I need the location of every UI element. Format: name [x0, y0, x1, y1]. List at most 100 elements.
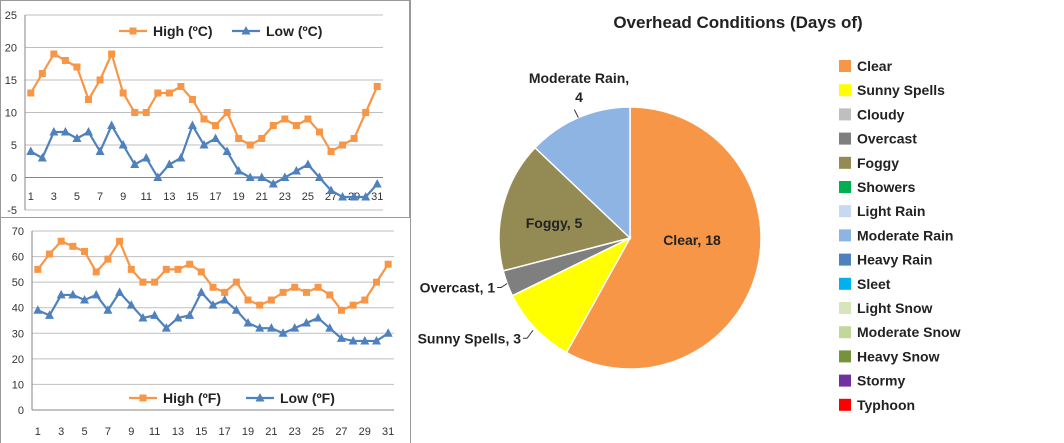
series-1-point	[196, 287, 206, 296]
y-tick-label: 20	[12, 354, 24, 366]
series-0-point	[197, 268, 205, 276]
x-tick-label: 27	[335, 426, 347, 438]
legend-0-marker	[129, 27, 137, 35]
pie-slice-sunny-spells	[511, 236, 632, 354]
series-1-point	[255, 323, 265, 332]
celsius-chart-svg: -50510152025135791113151719212325272931H…	[5, 10, 384, 217]
x-tick-label: 25	[302, 191, 314, 203]
x-tick-label: 1	[35, 426, 41, 438]
legend-swatch	[839, 60, 851, 72]
series-0-point	[50, 50, 58, 58]
x-tick-label: 31	[371, 191, 383, 203]
series-1-point	[141, 153, 151, 162]
series-0-point	[151, 278, 159, 286]
series-0-point	[246, 141, 254, 149]
legend-1-marker	[241, 26, 251, 35]
series-0-point	[131, 109, 139, 116]
series-0-point	[327, 148, 335, 155]
series-0-point	[139, 278, 147, 286]
series-0-line	[36, 240, 390, 312]
x-tick-label: 17	[219, 426, 231, 438]
series-0-point	[186, 260, 194, 268]
series-0-point	[256, 301, 264, 309]
overhead-conditions-pie-chart: Overhead Conditions (Days of) Clear, 18 Fo…	[410, 0, 1064, 443]
legend-entry: Moderate Snow	[839, 324, 961, 340]
pie-label-clear: Clear, 18	[663, 232, 721, 248]
series-0-point	[292, 122, 300, 129]
x-tick-label: 13	[172, 426, 184, 438]
pie-slice-clear	[565, 106, 762, 370]
series-1-group	[33, 287, 393, 345]
series-0-point	[165, 89, 173, 97]
series-0-point	[279, 288, 287, 296]
series-1-point	[338, 192, 348, 201]
x-tick-label: 5	[74, 191, 80, 203]
series-1-point	[153, 172, 163, 181]
series-0-point	[232, 278, 240, 286]
series-1-point	[56, 289, 66, 299]
series-0-point	[34, 265, 42, 273]
series-1-point	[266, 323, 276, 332]
leader-line-sunny-spells	[523, 329, 534, 339]
series-1-point	[37, 153, 47, 162]
legend-label: Sleet	[857, 276, 891, 292]
legend-entry: Stormy	[839, 373, 905, 389]
series-1-point	[72, 133, 82, 142]
legend-entry: Showers	[839, 179, 916, 195]
series-1-point	[118, 140, 128, 149]
legend-label: Moderate Rain	[857, 227, 953, 243]
series-0-point	[315, 128, 323, 136]
y-tick-label: 10	[5, 108, 17, 120]
legend-entry: Moderate Rain	[839, 227, 953, 243]
x-tick-label: 15	[186, 191, 198, 203]
series-0-point	[142, 109, 150, 116]
x-tick-label: 15	[195, 426, 207, 438]
x-tick-label: 13	[163, 191, 175, 203]
series-1-point	[173, 312, 183, 322]
legend-entry: Light Rain	[839, 203, 925, 219]
series-1-point	[280, 172, 290, 181]
series-0-point	[372, 278, 380, 286]
pie-label-sunny-spells: Sunny Spells, 3	[418, 330, 522, 346]
legend-1-label: Low (ºC)	[266, 23, 322, 39]
x-tick-label: 9	[128, 426, 134, 438]
legend-label: Cloudy	[857, 106, 905, 122]
series-0-point	[326, 291, 334, 299]
series-1-point	[68, 289, 78, 299]
x-tick-label: 17	[209, 191, 221, 203]
legend-swatch	[839, 229, 851, 242]
legend-swatch	[839, 398, 851, 411]
series-0-point	[162, 265, 170, 273]
y-tick-label: 60	[12, 252, 24, 264]
y-tick-label: 0	[11, 173, 17, 185]
series-1-point	[278, 328, 288, 337]
series-0-point	[235, 135, 243, 142]
celsius-line-chart: -50510152025135791113151719212325272931H…	[0, 0, 410, 218]
x-tick-label: 11	[149, 426, 160, 438]
series-0-point	[212, 122, 220, 129]
series-0-point	[46, 250, 54, 258]
series-1-point	[372, 179, 382, 188]
legend-1-marker	[255, 393, 265, 402]
series-0-group	[27, 50, 381, 155]
series-1-point	[303, 159, 313, 168]
series-0-group	[34, 237, 392, 314]
series-1-point	[91, 289, 101, 299]
series-0-point	[384, 260, 392, 268]
legend-0-label: High (ºF)	[163, 390, 221, 406]
series-0-point	[81, 247, 89, 255]
pie-label-moderate-rain-line2: 4	[575, 89, 583, 105]
series-0-point	[116, 237, 124, 245]
x-tick-label: 3	[51, 191, 57, 203]
series-1-point	[103, 305, 113, 314]
legend-swatch	[839, 277, 851, 290]
legend-entry: Heavy Snow	[839, 348, 940, 364]
series-1-point	[176, 153, 186, 162]
series-0-point	[302, 288, 310, 296]
series-1-point	[211, 133, 221, 142]
pie-chart-svg: Overhead Conditions (Days of) Clear, 18 Fo…	[418, 13, 961, 413]
series-0-point	[57, 237, 65, 245]
legend-0-label: High (ºC)	[153, 23, 213, 39]
series-1-point	[220, 295, 230, 304]
series-0-point	[258, 135, 266, 142]
